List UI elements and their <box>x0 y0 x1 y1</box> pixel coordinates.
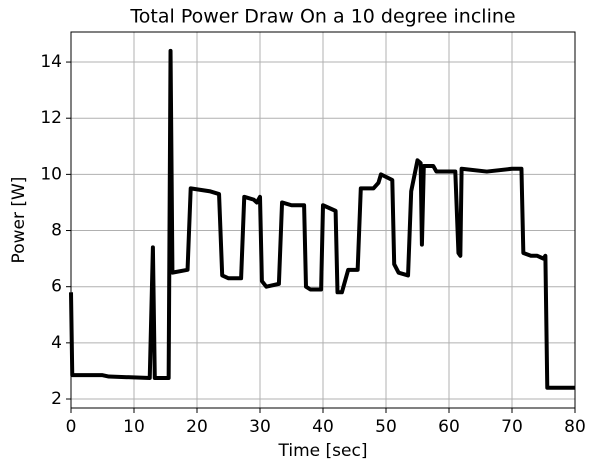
y-tick-label: 14 <box>40 52 62 72</box>
y-tick-label: 12 <box>40 108 62 128</box>
x-tick-label: 60 <box>438 417 460 437</box>
x-axis-label: Time [sec] <box>278 441 368 461</box>
y-tick-label: 2 <box>51 389 62 409</box>
x-tick-label: 80 <box>564 417 586 437</box>
x-tick-label: 40 <box>312 417 334 437</box>
y-tick-label: 8 <box>51 221 62 241</box>
x-tick-label: 0 <box>66 417 77 437</box>
x-tick-label: 70 <box>501 417 523 437</box>
x-tick-label: 10 <box>123 417 145 437</box>
data-line <box>69 48 575 390</box>
plot-frame <box>70 31 576 409</box>
y-tick-label: 10 <box>40 164 62 184</box>
y-tick-label: 4 <box>51 333 62 353</box>
x-tick-label: 30 <box>249 417 271 437</box>
chart-title: Total Power Draw On a 10 degree incline <box>129 6 515 28</box>
y-axis-label: Power [W] <box>9 177 29 264</box>
x-tick-label: 20 <box>186 417 208 437</box>
x-tick-label: 50 <box>375 417 397 437</box>
y-tick-label: 6 <box>51 277 62 297</box>
